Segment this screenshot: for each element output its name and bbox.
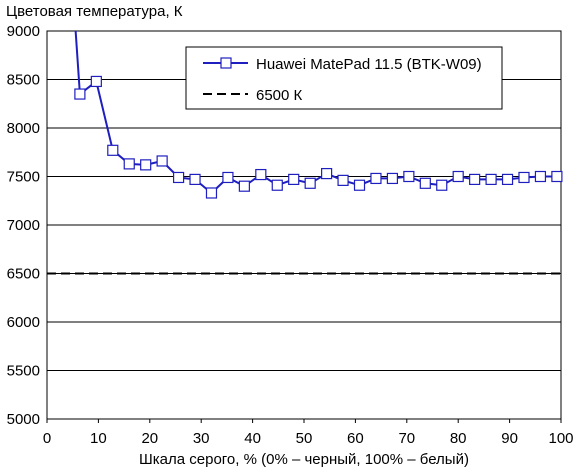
data-point-marker <box>189 173 201 186</box>
data-point-marker <box>123 158 135 170</box>
data-point-marker <box>419 177 431 189</box>
y-tick-label: 6000 <box>7 314 40 331</box>
data-point-marker <box>304 177 316 189</box>
x-tick-label: 0 <box>43 430 51 447</box>
data-point-marker <box>90 75 102 88</box>
data-point-marker <box>288 173 300 186</box>
data-point-marker <box>534 170 547 183</box>
y-tick-labels: 5000 5500 6000 6500 7000 7500 8000 8500 9000 <box>7 23 40 428</box>
x-tick-label: 90 <box>501 430 518 447</box>
data-point-marker <box>436 179 448 191</box>
x-axis-label: Шкала серого, % (0% – черный, 100% – бел… <box>139 451 469 468</box>
x-tick-label: 60 <box>347 430 364 447</box>
data-point-marker <box>501 173 514 186</box>
x-tick-label: 20 <box>141 430 158 447</box>
y-axis-label: Цветовая температура, К <box>6 3 183 20</box>
x-tick-label: 30 <box>193 430 210 447</box>
series-layer <box>47 31 563 275</box>
data-point-marker <box>469 173 481 186</box>
data-point-marker <box>205 187 218 199</box>
x-tick-label: 100 <box>548 430 573 447</box>
data-point-marker <box>140 159 152 171</box>
data-point-marker <box>321 167 333 180</box>
y-tick-label: 8000 <box>7 120 40 137</box>
data-point-marker <box>403 170 415 183</box>
data-point-marker <box>353 179 366 191</box>
y-tick-label: 6500 <box>7 266 40 283</box>
y-tick-label: 7500 <box>7 169 40 186</box>
x-tick-label: 80 <box>450 430 467 447</box>
x-tick-label: 40 <box>244 430 261 447</box>
legend-label-6500k: 6500 К <box>256 87 303 104</box>
data-point-marker <box>172 171 185 184</box>
x-tick-label: 10 <box>90 430 107 447</box>
data-point-marker <box>337 174 349 186</box>
data-point-marker <box>156 155 168 167</box>
data-point-marker <box>551 170 563 183</box>
data-point-marker <box>370 172 382 185</box>
data-point-marker <box>238 180 250 192</box>
data-point-marker <box>452 170 464 183</box>
data-point-marker <box>485 173 497 186</box>
y-tick-label: 7000 <box>7 217 40 234</box>
data-point-marker <box>255 168 267 181</box>
legend-box <box>185 46 503 110</box>
data-point-marker <box>271 179 283 191</box>
data-point-marker <box>107 144 119 156</box>
y-tick-label: 9000 <box>7 23 40 40</box>
legend: Huawei MatePad 11.5 (BTK-W09) 6500 К <box>185 46 503 110</box>
legend-marker-matepad <box>220 57 232 69</box>
x-tick-label: 50 <box>296 430 313 447</box>
data-point-marker <box>74 88 86 100</box>
y-tick-label: 5500 <box>7 363 40 380</box>
legend-label-matepad: Huawei MatePad 11.5 (BTK-W09) <box>256 56 482 73</box>
y-tick-label: 8500 <box>7 72 40 89</box>
y-tick-label: 5000 <box>7 411 40 428</box>
x-tick-label: 70 <box>398 430 415 447</box>
data-point-marker <box>222 171 234 184</box>
data-point-marker <box>386 172 399 185</box>
x-tick-labels: 0 10 20 30 40 50 60 70 80 90 100 <box>43 419 574 447</box>
data-point-marker <box>518 171 530 184</box>
